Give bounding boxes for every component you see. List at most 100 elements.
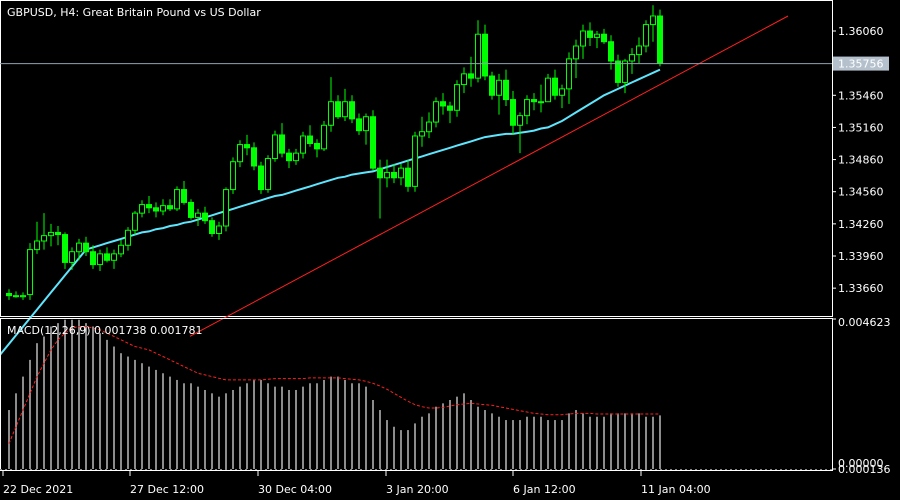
- candle-body[interactable]: [328, 101, 334, 126]
- candle-body[interactable]: [608, 41, 614, 62]
- candle-body[interactable]: [118, 244, 124, 255]
- candle-body[interactable]: [55, 231, 61, 236]
- candle-body[interactable]: [90, 251, 96, 266]
- candle-body[interactable]: [643, 24, 649, 47]
- candle-body[interactable]: [650, 15, 656, 26]
- candle-body[interactable]: [181, 189, 187, 203]
- candle-body[interactable]: [265, 158, 271, 191]
- candle-body[interactable]: [41, 235, 47, 242]
- candle-body[interactable]: [391, 171, 397, 179]
- candle-body[interactable]: [657, 15, 663, 64]
- time-axis: 22 Dec 2021 27 Dec 12:00 30 Dec 04:00 3 Jan…: [2, 471, 711, 496]
- candle-body[interactable]: [174, 189, 180, 210]
- candle-body[interactable]: [6, 293, 12, 297]
- candle-body[interactable]: [209, 220, 215, 234]
- current-price-box: [833, 56, 889, 71]
- candle-body[interactable]: [62, 234, 68, 263]
- candle-body[interactable]: [13, 295, 19, 298]
- candle-body[interactable]: [223, 189, 229, 227]
- candle-body[interactable]: [97, 253, 103, 266]
- candle-body[interactable]: [195, 212, 201, 218]
- candle-body[interactable]: [510, 99, 516, 126]
- candle-body[interactable]: [20, 295, 26, 298]
- ytick-label: 1.34560: [838, 186, 884, 199]
- candle-body[interactable]: [496, 79, 502, 96]
- candle-body[interactable]: [132, 212, 138, 231]
- candle-body[interactable]: [27, 249, 33, 296]
- candle-body[interactable]: [286, 152, 292, 162]
- candle-body[interactable]: [356, 118, 362, 132]
- candle-body[interactable]: [335, 101, 341, 118]
- candle-body[interactable]: [594, 33, 600, 38]
- candle-body[interactable]: [76, 242, 82, 253]
- candle-body[interactable]: [622, 60, 628, 83]
- candle-body[interactable]: [258, 165, 264, 191]
- candle-body[interactable]: [468, 73, 474, 79]
- candle-body[interactable]: [363, 116, 369, 132]
- candle-body[interactable]: [433, 101, 439, 123]
- candle-body[interactable]: [377, 167, 383, 179]
- candle-body[interactable]: [482, 33, 488, 77]
- candle-body[interactable]: [349, 101, 355, 120]
- candle-body[interactable]: [573, 45, 579, 60]
- candle-body[interactable]: [300, 135, 306, 154]
- candle-body[interactable]: [314, 143, 320, 150]
- candle-body[interactable]: [202, 212, 208, 222]
- candle-body[interactable]: [188, 201, 194, 218]
- candle-body[interactable]: [538, 101, 544, 104]
- candle-body[interactable]: [83, 242, 89, 253]
- candle-body[interactable]: [517, 115, 523, 126]
- candle-body[interactable]: [587, 30, 593, 38]
- candle-body[interactable]: [580, 30, 586, 47]
- candle-body[interactable]: [69, 251, 75, 263]
- candle-body[interactable]: [440, 101, 446, 107]
- candle-body[interactable]: [615, 60, 621, 83]
- candle-body[interactable]: [426, 121, 432, 133]
- xtick-label: 30 Dec 04:00: [258, 483, 332, 496]
- ytick-label: 1.35460: [838, 89, 884, 102]
- candle-body[interactable]: [104, 253, 110, 261]
- trend-line[interactable]: [189, 15, 789, 337]
- candle-body[interactable]: [384, 171, 390, 179]
- candle-body[interactable]: [237, 144, 243, 163]
- candle-body[interactable]: [601, 33, 607, 43]
- candle-body[interactable]: [146, 204, 152, 209]
- candle-body[interactable]: [244, 144, 250, 149]
- candle-body[interactable]: [475, 33, 481, 79]
- candle-body[interactable]: [321, 124, 327, 150]
- candle-body[interactable]: [503, 79, 509, 101]
- candle-body[interactable]: [524, 99, 530, 117]
- candle-body[interactable]: [419, 131, 425, 137]
- candle-body[interactable]: [167, 205, 173, 210]
- candle-body[interactable]: [160, 205, 166, 212]
- candle-body[interactable]: [559, 88, 565, 96]
- candle-body[interactable]: [307, 135, 313, 144]
- candle-body[interactable]: [566, 58, 572, 90]
- candle-body[interactable]: [293, 152, 299, 162]
- candle-body[interactable]: [230, 161, 236, 191]
- candle-body[interactable]: [370, 116, 376, 169]
- candle-body[interactable]: [545, 77, 551, 103]
- candle-body[interactable]: [216, 225, 222, 234]
- candle-body[interactable]: [125, 229, 131, 246]
- candle-body[interactable]: [48, 231, 54, 237]
- candle-body[interactable]: [405, 167, 411, 187]
- candle-body[interactable]: [447, 105, 453, 111]
- candle-body[interactable]: [153, 207, 159, 212]
- candle-body[interactable]: [272, 134, 278, 160]
- candle-body[interactable]: [342, 101, 348, 118]
- candle-body[interactable]: [251, 147, 257, 167]
- candle-body[interactable]: [139, 204, 145, 214]
- candle-body[interactable]: [461, 73, 467, 86]
- candle-body[interactable]: [111, 253, 117, 261]
- candle-body[interactable]: [279, 134, 285, 154]
- candle-body[interactable]: [636, 45, 642, 56]
- candle-body[interactable]: [552, 77, 558, 96]
- candle-body[interactable]: [629, 54, 635, 62]
- candle-body[interactable]: [489, 75, 495, 96]
- candle-body[interactable]: [454, 84, 460, 111]
- candle-body[interactable]: [398, 167, 404, 179]
- candle-body[interactable]: [34, 240, 40, 251]
- candle-body[interactable]: [531, 99, 537, 103]
- candle-body[interactable]: [412, 135, 418, 187]
